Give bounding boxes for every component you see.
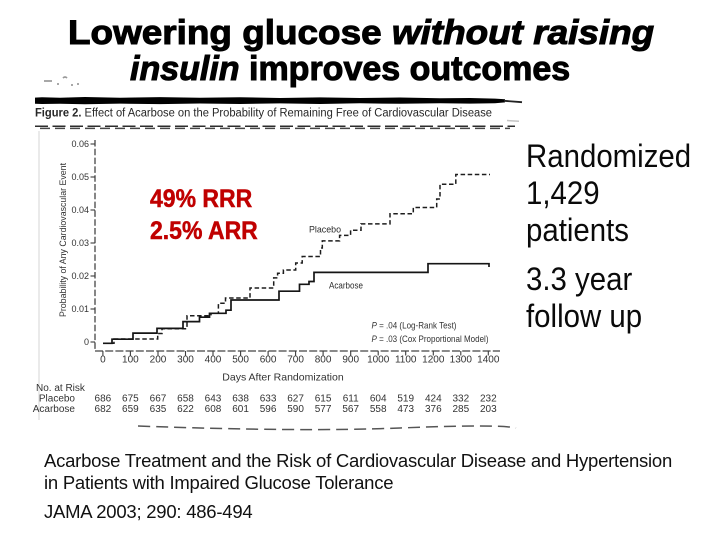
svg-text:0.04: 0.04 <box>71 205 89 215</box>
svg-text:500: 500 <box>232 355 249 366</box>
svg-text:686: 686 <box>95 393 112 404</box>
svg-text:200: 200 <box>150 355 167 366</box>
svg-text:1400: 1400 <box>477 355 500 366</box>
svg-text:800: 800 <box>315 355 332 366</box>
svg-text:590: 590 <box>287 404 304 415</box>
svg-text:P = .04 (Log-Rank Test): P = .04 (Log-Rank Test) <box>372 321 457 331</box>
svg-text:Placebo: Placebo <box>39 393 76 404</box>
svg-text:633: 633 <box>260 393 277 404</box>
svg-text:No. at Risk: No. at Risk <box>36 383 86 394</box>
svg-text:604: 604 <box>370 393 387 404</box>
svg-text:900: 900 <box>342 355 359 366</box>
svg-text:519: 519 <box>397 393 414 404</box>
svg-text:Acarbose: Acarbose <box>33 404 76 415</box>
svg-text:577: 577 <box>315 404 332 415</box>
svg-text:232: 232 <box>480 393 497 404</box>
svg-text:376: 376 <box>425 404 442 415</box>
svg-text:700: 700 <box>287 355 304 366</box>
svg-text:0.03: 0.03 <box>71 238 89 248</box>
svg-text:P = .03 (Cox Proportional Mode: P = .03 (Cox Proportional Model) <box>372 334 489 344</box>
svg-text:622: 622 <box>177 404 194 415</box>
svg-text:611: 611 <box>343 393 359 404</box>
svg-text:203: 203 <box>480 404 497 415</box>
svg-text:Probability of Any Cardiovascu: Probability of Any Cardiovascular Event <box>58 162 68 317</box>
svg-text:643: 643 <box>205 393 222 404</box>
svg-text:1100: 1100 <box>395 355 417 366</box>
svg-text:332: 332 <box>452 393 469 404</box>
svg-text:667: 667 <box>150 393 167 404</box>
svg-text:0.02: 0.02 <box>71 271 89 281</box>
svg-text:0.06: 0.06 <box>71 139 89 149</box>
svg-text:Days After Randomization: Days After Randomization <box>222 372 344 384</box>
svg-text:0.05: 0.05 <box>71 172 89 182</box>
svg-text:1300: 1300 <box>450 355 473 366</box>
svg-text:Acarbose: Acarbose <box>329 281 363 291</box>
svg-text:601: 601 <box>232 404 249 415</box>
svg-text:285: 285 <box>452 404 469 415</box>
svg-text:635: 635 <box>150 404 167 415</box>
svg-text:400: 400 <box>205 355 222 366</box>
svg-text:659: 659 <box>122 404 139 415</box>
svg-text:0: 0 <box>84 337 89 347</box>
svg-text:567: 567 <box>342 404 359 415</box>
svg-text:682: 682 <box>95 404 112 415</box>
svg-text:675: 675 <box>122 393 139 404</box>
svg-text:300: 300 <box>177 355 194 366</box>
svg-text:0: 0 <box>100 355 106 366</box>
svg-text:0.01: 0.01 <box>71 304 89 314</box>
svg-text:658: 658 <box>177 393 194 404</box>
svg-text:473: 473 <box>397 404 414 415</box>
svg-text:627: 627 <box>287 393 304 404</box>
svg-text:1200: 1200 <box>422 355 445 366</box>
svg-text:600: 600 <box>260 355 277 366</box>
svg-text:1000: 1000 <box>367 355 390 366</box>
svg-text:Figure 2. Effect of Acarbose o: Figure 2. Effect of Acarbose on the Prob… <box>35 108 492 120</box>
svg-text:596: 596 <box>260 404 277 415</box>
svg-text:615: 615 <box>315 393 332 404</box>
svg-text:424: 424 <box>425 393 442 404</box>
svg-text:100: 100 <box>122 355 139 366</box>
svg-text:608: 608 <box>205 404 222 415</box>
svg-text:558: 558 <box>370 404 387 415</box>
svg-text:Placebo: Placebo <box>309 225 341 235</box>
svg-text:638: 638 <box>232 393 249 404</box>
